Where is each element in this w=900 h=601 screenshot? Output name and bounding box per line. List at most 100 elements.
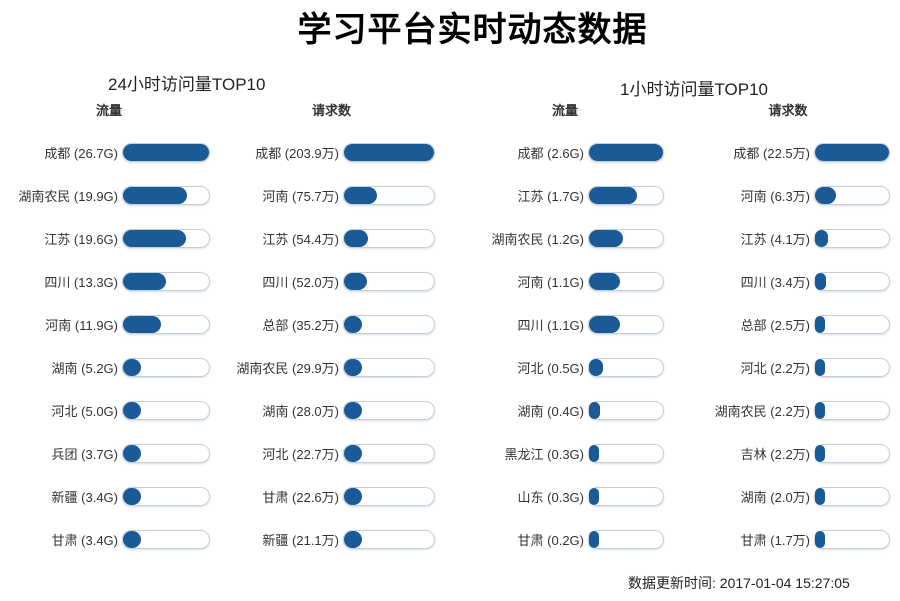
bar-fill bbox=[344, 488, 362, 505]
bar-row: 湖南 (2.0万) bbox=[686, 475, 890, 518]
bar-rows: 成都 (203.9万) 河南 (75.7万) 江苏 (54.4万) 四川 (52.0万… bbox=[228, 131, 435, 561]
bar-row: 湖南 (28.0万) bbox=[228, 389, 435, 432]
bar-fill bbox=[589, 273, 621, 290]
bar-label: 江苏 (4.1万) bbox=[740, 232, 810, 247]
bar-label: 湖南 (5.2G) bbox=[51, 361, 118, 376]
bar-row: 湖南农民 (19.9G) bbox=[8, 174, 210, 217]
bar-fill bbox=[123, 273, 166, 290]
bar-fill bbox=[815, 531, 825, 548]
bar-track bbox=[814, 229, 890, 248]
bar-fill bbox=[344, 531, 362, 548]
bar-fill bbox=[815, 187, 836, 204]
bar-row: 总部 (35.2万) bbox=[228, 303, 435, 346]
column-header-requests: 请求数 bbox=[311, 103, 351, 118]
bar-fill bbox=[589, 402, 601, 419]
bar-row: 甘肃 (1.7万) bbox=[686, 518, 890, 561]
chart-24h-traffic: 流量 成都 (26.7G) 湖南农民 (19.9G) 江苏 (19.6G) 四川 (1… bbox=[8, 103, 210, 561]
bar-label: 河北 (5.0G) bbox=[51, 404, 118, 419]
bar-fill bbox=[123, 230, 187, 247]
bar-track bbox=[343, 358, 435, 377]
bar-row: 甘肃 (22.6万) bbox=[228, 475, 435, 518]
bar-row: 山东 (0.3G) bbox=[466, 475, 664, 518]
bar-label: 总部 (2.5万) bbox=[740, 318, 810, 333]
bar-fill bbox=[815, 445, 825, 462]
bar-fill bbox=[344, 402, 362, 419]
bar-fill bbox=[815, 402, 825, 419]
page-title: 学习平台实时动态数据 bbox=[297, 11, 648, 49]
bar-fill bbox=[589, 144, 663, 161]
bar-fill bbox=[815, 316, 825, 333]
bar-row: 四川 (1.1G) bbox=[466, 303, 664, 346]
bar-label: 四川 (1.1G) bbox=[517, 318, 584, 333]
bar-row: 江苏 (54.4万) bbox=[228, 217, 435, 260]
chart-1h-requests: 请求数 成都 (22.5万) 河南 (6.3万) 江苏 (4.1万) 四川 (3.4万… bbox=[686, 103, 890, 561]
bar-track bbox=[814, 186, 890, 205]
bar-label: 总部 (35.2万) bbox=[262, 318, 339, 333]
bar-label: 甘肃 (1.7万) bbox=[740, 533, 810, 548]
bar-label: 新疆 (21.1万) bbox=[262, 533, 339, 548]
bar-label: 甘肃 (3.4G) bbox=[51, 533, 118, 548]
bar-label: 四川 (52.0万) bbox=[262, 275, 339, 290]
bar-fill bbox=[815, 273, 827, 290]
update-timestamp: 数据更新时间: 2017-01-04 15:27:05 bbox=[628, 575, 850, 591]
bar-track bbox=[343, 487, 435, 506]
bar-row: 兵团 (3.7G) bbox=[8, 432, 210, 475]
bar-fill bbox=[589, 187, 638, 204]
bar-label: 河北 (0.5G) bbox=[517, 361, 584, 376]
bar-track bbox=[343, 143, 435, 162]
bar-track bbox=[122, 358, 210, 377]
bar-row: 河北 (2.2万) bbox=[686, 346, 890, 389]
bar-row: 甘肃 (3.4G) bbox=[8, 518, 210, 561]
bar-label: 吉林 (2.2万) bbox=[740, 447, 810, 462]
bar-track bbox=[814, 487, 890, 506]
bar-label: 江苏 (19.6G) bbox=[44, 232, 118, 247]
bar-track bbox=[122, 530, 210, 549]
bar-row: 河南 (1.1G) bbox=[466, 260, 664, 303]
bar-label: 河北 (22.7万) bbox=[262, 447, 339, 462]
bar-label: 成都 (22.5万) bbox=[733, 146, 810, 161]
bar-fill bbox=[815, 230, 829, 247]
bar-row: 四川 (52.0万) bbox=[228, 260, 435, 303]
bar-row: 河北 (0.5G) bbox=[466, 346, 664, 389]
bar-track bbox=[588, 401, 664, 420]
bar-track bbox=[122, 272, 210, 291]
bar-fill bbox=[123, 402, 141, 419]
bar-fill bbox=[589, 488, 599, 505]
bar-fill bbox=[123, 488, 141, 505]
bar-track bbox=[588, 487, 664, 506]
bar-fill bbox=[123, 316, 162, 333]
bar-label: 江苏 (54.4万) bbox=[262, 232, 339, 247]
bar-track bbox=[814, 272, 890, 291]
bar-fill bbox=[589, 230, 624, 247]
bar-fill bbox=[123, 531, 141, 548]
bar-track bbox=[343, 401, 435, 420]
bar-fill bbox=[344, 273, 367, 290]
bar-track bbox=[588, 315, 664, 334]
bar-track bbox=[122, 401, 210, 420]
bar-label: 河南 (11.9G) bbox=[45, 318, 118, 333]
bar-label: 四川 (13.3G) bbox=[44, 275, 118, 290]
bar-track bbox=[588, 229, 664, 248]
bar-row: 成都 (2.6G) bbox=[466, 131, 664, 174]
bar-label: 河南 (75.7万) bbox=[262, 189, 339, 204]
bar-track bbox=[343, 186, 435, 205]
bar-track bbox=[343, 444, 435, 463]
bar-track bbox=[343, 315, 435, 334]
bar-row: 河北 (5.0G) bbox=[8, 389, 210, 432]
bar-label: 甘肃 (0.2G) bbox=[517, 533, 584, 548]
bar-row: 成都 (22.5万) bbox=[686, 131, 890, 174]
bar-track bbox=[343, 229, 435, 248]
bar-fill bbox=[344, 445, 362, 462]
bar-track bbox=[588, 186, 664, 205]
column-header-traffic: 流量 bbox=[551, 103, 578, 118]
section-title-24h: 24小时访问量TOP10 bbox=[108, 75, 266, 94]
bar-row: 成都 (203.9万) bbox=[228, 131, 435, 174]
bar-fill bbox=[123, 144, 209, 161]
bar-label: 湖南农民 (29.9万) bbox=[236, 361, 339, 376]
bar-row: 甘肃 (0.2G) bbox=[466, 518, 664, 561]
bar-fill bbox=[589, 316, 621, 333]
bar-track bbox=[122, 229, 210, 248]
bar-label: 湖南农民 (2.2万) bbox=[714, 404, 810, 419]
bar-label: 河南 (1.1G) bbox=[517, 275, 584, 290]
bar-fill bbox=[344, 230, 368, 247]
